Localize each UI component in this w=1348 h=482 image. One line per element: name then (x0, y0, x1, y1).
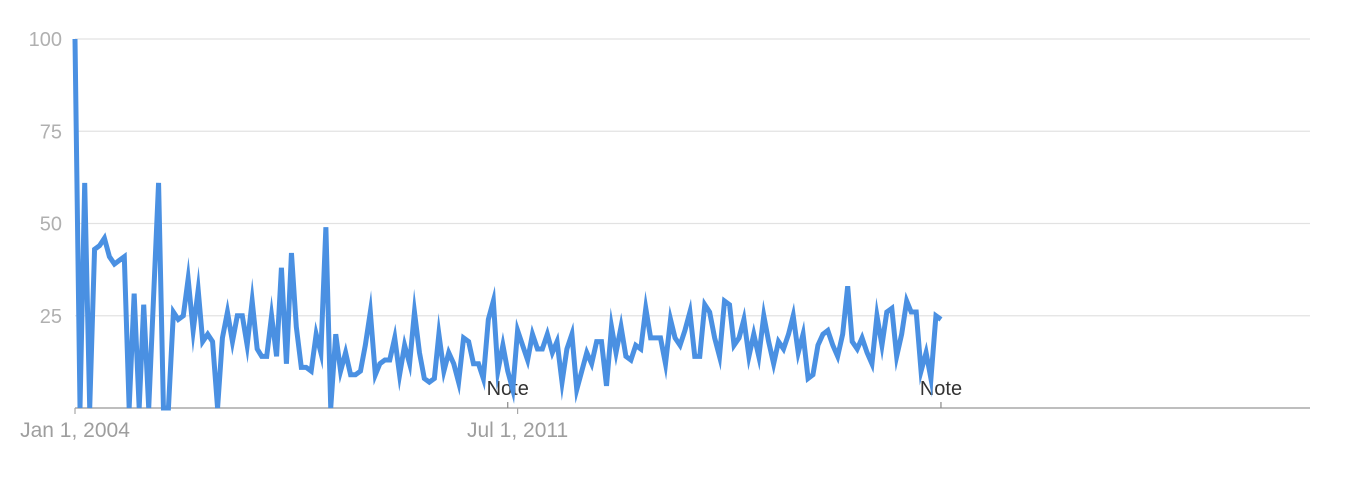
y-axis-ticks: 100 75 50 25 (29, 29, 62, 328)
y-tick-label: 75 (40, 121, 62, 143)
note-label[interactable]: Note (487, 378, 529, 400)
note-label[interactable]: Note (920, 378, 962, 400)
x-axis-ticks: Jan 1, 2004 Jul 1, 2011 (20, 408, 568, 442)
annotations: Note Note (487, 378, 962, 408)
x-tick-label: Jan 1, 2004 (20, 419, 130, 442)
y-tick-label: 100 (29, 29, 62, 51)
x-tick-label: Jul 1, 2011 (467, 419, 568, 442)
y-tick-label: 50 (40, 214, 62, 236)
y-tick-label: 25 (40, 306, 62, 328)
data-points (74, 38, 942, 409)
gridlines (75, 38, 1310, 317)
